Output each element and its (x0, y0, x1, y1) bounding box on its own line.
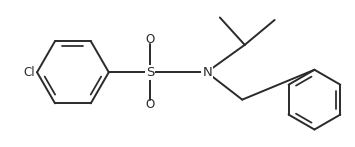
Text: O: O (146, 98, 155, 111)
Text: N: N (202, 66, 212, 79)
Text: O: O (146, 33, 155, 46)
Text: Cl: Cl (23, 66, 35, 79)
Text: S: S (146, 66, 154, 79)
